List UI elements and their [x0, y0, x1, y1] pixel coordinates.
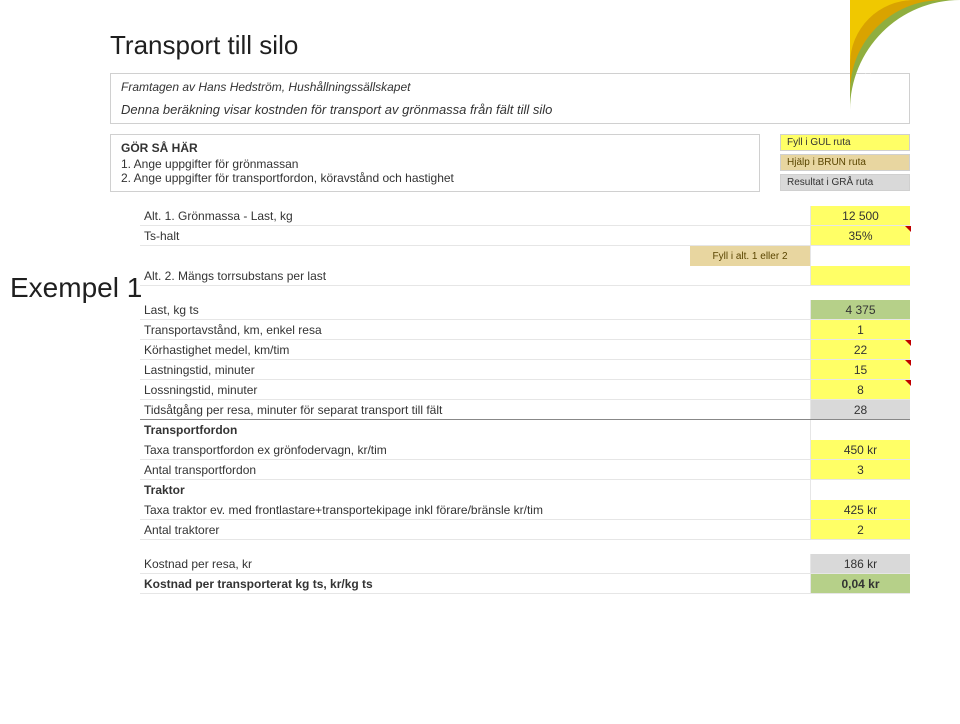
legend: Fyll i GUL ruta Hjälp i BRUN ruta Result…	[780, 134, 910, 191]
result-cell: 0,04 kr	[810, 574, 910, 593]
input-cell[interactable]: 425 kr	[810, 500, 910, 519]
row-label: Taxa traktor ev. med frontlastare+transp…	[140, 500, 810, 519]
row-label: Körhastighet medel, km/tim	[140, 340, 810, 359]
section-results: Kostnad per resa, kr 186 kr Kostnad per …	[140, 554, 910, 594]
row-label: Transportavstånd, km, enkel resa	[140, 320, 810, 339]
row-label: Kostnad per resa, kr	[140, 554, 810, 573]
instruction-line: 2. Ange uppgifter för transportfordon, k…	[121, 171, 749, 185]
hint-cell: Fyll i alt. 1 eller 2	[690, 246, 810, 266]
result-cell: 28	[810, 400, 910, 419]
subheading-traktor: Traktor	[140, 480, 810, 500]
input-cell[interactable]: 450 kr	[810, 440, 910, 459]
row-label: Last, kg ts	[140, 300, 810, 319]
row-label: Tidsåtgång per resa, minuter för separat…	[140, 400, 810, 419]
example-label: Exempel 1	[10, 272, 142, 304]
page-title: Transport till silo	[110, 30, 910, 61]
input-cell[interactable]: 12 500	[810, 206, 910, 225]
row-label: Alt. 1. Grönmassa - Last, kg	[140, 206, 690, 225]
legend-item-yellow: Fyll i GUL ruta	[780, 134, 910, 151]
input-cell[interactable]: 35%	[810, 226, 910, 245]
input-cell[interactable]: 8	[810, 380, 910, 399]
subheading-transportfordon: Transportfordon	[140, 420, 810, 440]
input-cell[interactable]: 2	[810, 520, 910, 539]
description-line: Denna beräkning visar kostnden för trans…	[121, 102, 899, 117]
instructions-heading: GÖR SÅ HÄR	[121, 141, 749, 155]
section-transport: Last, kg ts 4 375 Transportavstånd, km, …	[140, 300, 910, 540]
row-label: Taxa transportfordon ex grönfodervagn, k…	[140, 440, 810, 459]
row-label: Antal transportfordon	[140, 460, 810, 479]
input-cell[interactable]	[810, 266, 910, 285]
input-cell[interactable]: 3	[810, 460, 910, 479]
row-label: Alt. 2. Mängs torrsubstans per last	[140, 266, 690, 285]
row-label: Lastningstid, minuter	[140, 360, 810, 379]
input-cell[interactable]: 22	[810, 340, 910, 359]
description-box: Framtagen av Hans Hedström, Hushållnings…	[110, 73, 910, 124]
row-label: Lossningstid, minuter	[140, 380, 810, 399]
result-cell: 4 375	[810, 300, 910, 319]
input-cell[interactable]: 15	[810, 360, 910, 379]
logo-badge: HUSHÅLLNINGSSÄLLSKAPET	[850, 0, 960, 110]
author-line: Framtagen av Hans Hedström, Hushållnings…	[121, 80, 899, 94]
instruction-line: 1. Ange uppgifter för grönmassan	[121, 157, 749, 171]
row-label: Kostnad per transporterat kg ts, kr/kg t…	[140, 574, 810, 593]
instructions-box: GÖR SÅ HÄR 1. Ange uppgifter för grönmas…	[110, 134, 760, 192]
row-label: Ts-halt	[140, 226, 690, 245]
section-inputs-mass: Alt. 1. Grönmassa - Last, kg 12 500 Ts-h…	[140, 206, 910, 286]
legend-item-brown: Hjälp i BRUN ruta	[780, 154, 910, 171]
legend-item-gray: Resultat i GRÅ ruta	[780, 174, 910, 191]
result-cell: 186 kr	[810, 554, 910, 573]
input-cell[interactable]: 1	[810, 320, 910, 339]
row-label: Antal traktorer	[140, 520, 810, 539]
